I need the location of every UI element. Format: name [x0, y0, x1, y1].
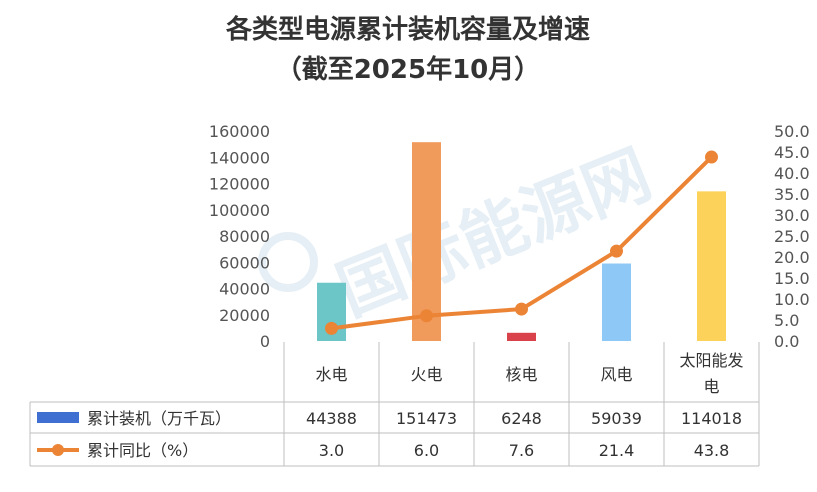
bar	[602, 263, 631, 341]
table-cell: 114018	[681, 409, 742, 428]
left-tick-label: 160000	[209, 122, 270, 141]
right-tick-label: 20.0	[774, 248, 810, 267]
left-tick-label: 20000	[219, 306, 270, 325]
table-cell: 6.0	[414, 441, 439, 460]
legend-bar-swatch	[37, 412, 79, 423]
table-cell: 6248	[501, 409, 542, 428]
table-cell: 7.6	[509, 441, 534, 460]
bar	[412, 142, 441, 341]
category-label: 火电	[410, 365, 442, 384]
right-tick-label: 0.0	[774, 332, 799, 351]
table-cell: 59039	[591, 409, 642, 428]
table-cell: 43.8	[694, 441, 730, 460]
right-tick-label: 40.0	[774, 164, 810, 183]
chart-title: 各类型电源累计装机容量及增速	[225, 14, 590, 45]
category-label: 太阳能发	[679, 351, 743, 370]
left-tick-label: 80000	[219, 227, 270, 246]
category-label: 水电	[315, 365, 347, 384]
line-point	[705, 150, 718, 164]
category-label: 电	[703, 377, 719, 396]
bars	[317, 142, 726, 341]
left-tick-label: 40000	[219, 280, 270, 299]
chart-subtitle: （截至2025年10月）	[276, 54, 541, 85]
category-label: 核电	[505, 365, 537, 384]
left-tick-label: 120000	[209, 175, 270, 194]
line-point	[325, 321, 338, 335]
right-tick-label: 25.0	[774, 227, 810, 246]
left-axis: 0 20000 40000 60000 80000 100000 120000 140000 1…	[209, 122, 270, 351]
legend-label: 累计同比（%）	[87, 441, 198, 460]
right-tick-label: 15.0	[774, 269, 810, 288]
legend-line-marker	[52, 444, 64, 456]
bar	[697, 191, 726, 341]
left-tick-label: 100000	[209, 201, 270, 220]
right-tick-label: 45.0	[774, 143, 810, 162]
right-tick-label: 50.0	[774, 122, 810, 141]
table-cell: 151473	[396, 409, 457, 428]
right-tick-label: 5.0	[774, 311, 799, 330]
line-point	[515, 302, 528, 316]
left-tick-label: 140000	[209, 148, 270, 167]
right-axis: 0.0 5.0 10.0 15.0 20.0 25.0 30.0 35.0 40.0 45.0 50…	[774, 122, 810, 351]
category-label: 风电	[600, 365, 632, 384]
line-point	[420, 309, 433, 323]
table-cell: 44388	[306, 409, 357, 428]
line-point	[610, 244, 623, 258]
left-tick-label: 60000	[219, 253, 270, 272]
right-tick-label: 35.0	[774, 185, 810, 204]
table-cell: 21.4	[599, 441, 635, 460]
right-tick-label: 30.0	[774, 206, 810, 225]
right-tick-label: 10.0	[774, 290, 810, 309]
bar	[507, 332, 536, 341]
line-series	[325, 150, 718, 335]
watermark-logo-icon	[258, 232, 318, 292]
table-cell: 3.0	[319, 441, 344, 460]
legend-label: 累计装机（万千瓦）	[87, 409, 231, 428]
left-tick-label: 0	[260, 332, 270, 351]
